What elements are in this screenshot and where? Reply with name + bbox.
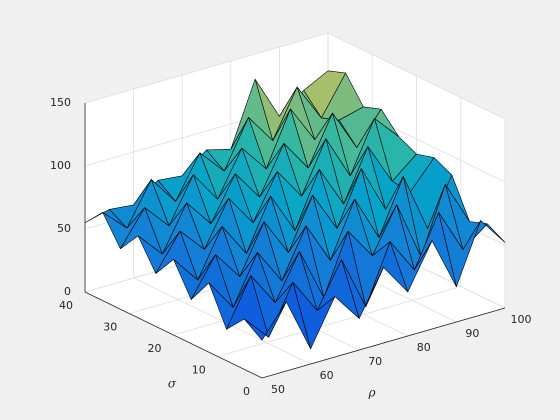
x-tick-label: 60 (320, 369, 334, 382)
surface (84, 70, 506, 350)
axes: 0 50 100 150 0 10 20 30 40 50 60 70 80 90 100 (50, 96, 532, 398)
y-tick-label: 20 (148, 342, 162, 355)
surface-patch (244, 301, 287, 341)
y-axis (84, 291, 263, 379)
y-tick-label: 0 (243, 385, 250, 398)
grid-line (84, 32, 329, 104)
x-tick-label: 100 (511, 313, 532, 326)
z-tick-label: 0 (64, 285, 71, 298)
x-axis-label: ρ (367, 386, 375, 400)
x-tick-label: 90 (465, 327, 479, 340)
x-tick-label: 50 (271, 383, 285, 396)
y-tick-label: 30 (103, 321, 117, 334)
y-axis-label: σ (168, 377, 177, 391)
grid-line (217, 286, 461, 357)
z-tick-label: 150 (50, 96, 71, 109)
z-tick-label: 100 (50, 159, 71, 172)
x-tick-label: 70 (368, 355, 382, 368)
z-tick-label: 50 (57, 222, 71, 235)
y-tick-label: 40 (59, 299, 73, 312)
x-tick-label: 80 (417, 341, 431, 354)
x-axis (261, 307, 506, 379)
y-tick-label: 10 (192, 364, 206, 377)
